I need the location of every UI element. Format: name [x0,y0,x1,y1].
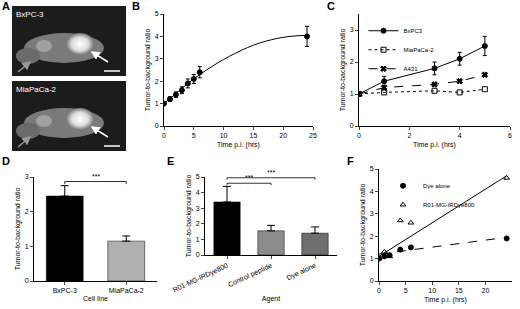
svg-text:BxPC-3: BxPC-3 [53,287,77,294]
svg-text:***: *** [267,169,275,176]
svg-text:1: 1 [25,243,29,250]
svg-text:Time p.i. (hrs): Time p.i. (hrs) [217,141,260,149]
svg-text:BxPC-3: BxPC-3 [16,10,44,19]
svg-text:5: 5 [370,165,374,172]
svg-text:Time p.i. (hrs): Time p.i. (hrs) [413,141,456,149]
svg-text:5: 5 [192,132,196,139]
svg-text:2: 2 [155,78,159,85]
svg-text:2: 2 [25,208,29,215]
svg-text:0: 0 [162,132,166,139]
svg-text:10: 10 [428,287,436,294]
svg-text:0: 0 [350,122,354,129]
html-text:A: A [2,0,10,12]
svg-text:1: 1 [155,100,159,107]
svg-text:Tumor-to-background ratio: Tumor-to-background ratio [14,188,22,271]
html-text:B: B [132,0,140,12]
svg-text:0: 0 [196,251,200,258]
svg-text:Dye alone: Dye alone [423,183,451,189]
svg-text:2: 2 [370,233,374,240]
svg-text:***: *** [245,174,253,181]
html-text:D: D [2,155,10,167]
svg-text:4: 4 [370,188,374,195]
svg-text:15: 15 [250,132,258,139]
svg-text:Tumor-to-background ratio: Tumor-to-background ratio [339,29,347,112]
svg-text:2: 2 [196,220,200,227]
svg-text:3: 3 [370,210,374,217]
html-text:C: C [327,0,335,12]
svg-text:0: 0 [377,287,381,294]
svg-text:R01-MG-IRDye800: R01-MG-IRDye800 [172,262,230,295]
svg-text:4: 4 [458,132,462,139]
svg-text:Control peptide: Control peptide [227,262,274,289]
svg-text:2: 2 [350,58,354,65]
svg-text:20: 20 [279,132,287,139]
svg-text:0: 0 [155,122,159,129]
svg-text:5: 5 [155,10,159,17]
svg-text:10: 10 [220,132,228,139]
svg-text:6: 6 [508,132,512,139]
svg-text:3: 3 [25,173,29,180]
html-text:E: E [167,155,175,167]
svg-text:MiaPaCa-2: MiaPaCa-2 [404,47,435,53]
svg-text:Tumor-to-background ratio: Tumor-to-background ratio [359,184,367,267]
svg-text:1: 1 [196,236,200,243]
svg-text:1: 1 [350,90,354,97]
svg-text:BxPC3: BxPC3 [404,28,423,34]
svg-text:***: *** [92,173,100,180]
svg-text:0: 0 [25,277,29,284]
svg-text:A431: A431 [404,66,419,72]
svg-text:2: 2 [407,132,411,139]
svg-text:4: 4 [196,189,200,196]
svg-text:Dye alone: Dye alone [285,262,317,283]
svg-text:Tumor-to-background ratio: Tumor-to-background ratio [185,175,193,258]
svg-text:3: 3 [350,26,354,33]
svg-text:Agent: Agent [262,295,280,303]
svg-text:R01-MG-IRDye800: R01-MG-IRDye800 [423,202,475,208]
svg-text:3: 3 [155,55,159,62]
svg-text:25: 25 [309,132,317,139]
svg-text:MiaPaCa-2: MiaPaCa-2 [16,85,57,94]
svg-text:20: 20 [482,287,490,294]
svg-text:15: 15 [455,287,463,294]
svg-text:Tumor-to-background ratio: Tumor-to-background ratio [144,29,152,112]
svg-text:Time p.i. (hrs): Time p.i. (hrs) [424,296,467,304]
svg-text:5: 5 [404,287,408,294]
svg-text:4: 4 [155,33,159,40]
svg-text:Cell line: Cell line [83,295,108,302]
svg-text:3: 3 [196,205,200,212]
html-text:F: F [347,155,354,167]
svg-text:0: 0 [357,132,361,139]
svg-text:5: 5 [196,173,200,180]
svg-text:1: 1 [370,255,374,262]
svg-text:MiaPaCa-2: MiaPaCa-2 [109,287,144,294]
svg-text:0: 0 [370,277,374,284]
